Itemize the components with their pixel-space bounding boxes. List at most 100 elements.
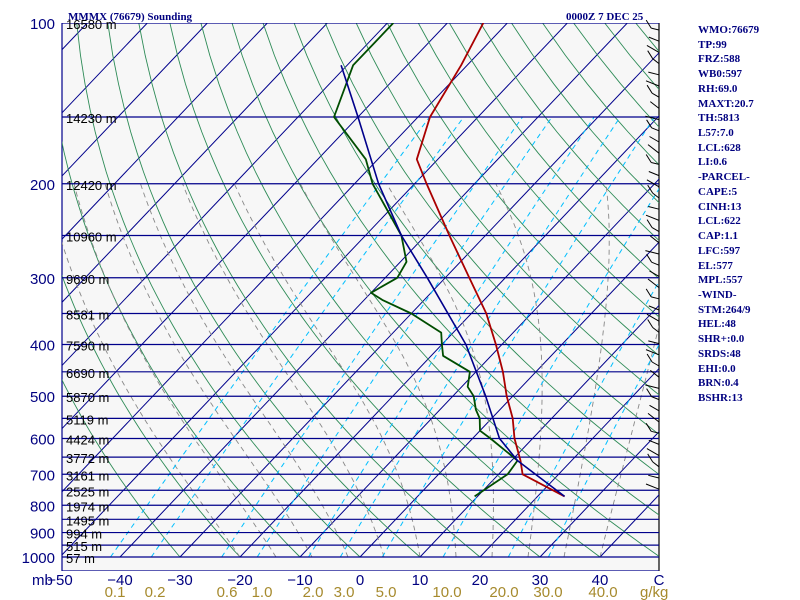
height-label: 3772 m [66, 451, 109, 466]
wind-barb [651, 27, 660, 31]
height-label: 3161 m [66, 468, 109, 483]
wind-barb [651, 296, 660, 300]
pressure-label: 900 [30, 526, 55, 543]
pressure-label: 400 [30, 338, 55, 355]
temp-tick-label: −50 [47, 572, 72, 589]
height-label: 5870 m [66, 390, 109, 405]
mixing-ratio-line [256, 116, 553, 558]
wind-barb [648, 305, 660, 311]
wind-barb [648, 36, 660, 42]
background-grid [0, 23, 659, 571]
mixing-ratio-label: 40.0 [588, 584, 617, 600]
wind-barb [646, 448, 660, 457]
wind-barb [649, 270, 660, 277]
pressure-label: 100 [30, 16, 55, 33]
isotherm-line [62, 23, 448, 430]
isotherm-line [62, 23, 328, 303]
wind-barb [645, 250, 660, 255]
stat-line: TP:99 [698, 38, 727, 51]
temp-tick-label: −10 [287, 572, 312, 589]
wind-barb [649, 404, 660, 412]
height-label: 12420 m [66, 178, 117, 193]
wind-barb [651, 127, 660, 132]
height-label: 10960 m [66, 229, 117, 244]
stat-line: CAP:1.1 [698, 230, 739, 243]
wind-barb-feather [646, 253, 653, 263]
mixing-ratio-label: 0.1 [105, 584, 126, 600]
stat-line: WMO:76679 [698, 24, 760, 36]
mixing-ratio-label: 5.0 [376, 584, 397, 600]
pressure-label: 1000 [22, 550, 55, 567]
wind-barbs [645, 19, 660, 490]
stat-line: HEL:48 [698, 318, 736, 331]
sounding-profiles [333, 23, 566, 498]
stat-line: CINH:13 [698, 200, 742, 213]
isotherm-line [239, 115, 659, 558]
isotherm-line [62, 23, 508, 493]
mixing-ratio-line [221, 116, 523, 558]
wind-barb [651, 430, 660, 434]
height-label: 4424 m [66, 433, 109, 448]
mixing-ratio-label: 20.0 [489, 584, 518, 600]
wind-barb [652, 461, 660, 468]
wind-barb [648, 71, 660, 76]
temp-tick-label: 20 [472, 572, 489, 589]
isotherm-line [299, 178, 659, 558]
wind-barb [645, 483, 660, 490]
height-label: 5119 m [66, 412, 108, 427]
mixing-ratio-label: 2.0 [303, 584, 324, 600]
temp-tick-label: 30 [532, 572, 549, 589]
height-label: 6690 m [66, 366, 109, 381]
stat-line: MPL:557 [698, 274, 743, 287]
stat-line: LFC:597 [698, 244, 741, 257]
wind-barb-feather [645, 154, 652, 163]
wind-barb [646, 313, 660, 322]
dewpoint-line [333, 23, 519, 498]
wind-barb [647, 413, 660, 423]
stat-line: L57:7.0 [698, 127, 734, 140]
wind-barb-feather [646, 219, 653, 228]
mixing-ratio-label: 10.0 [432, 584, 461, 600]
wind-barb [652, 58, 660, 64]
height-label: 7590 m [66, 339, 109, 354]
wind-barb [649, 136, 660, 143]
plot-background [61, 23, 660, 571]
wind-barb-feather [647, 319, 654, 328]
stat-line: EHI:0.0 [698, 362, 736, 375]
parcel-path-line [340, 65, 566, 498]
wind-barb [652, 327, 660, 333]
wind-barb-feather [646, 84, 653, 94]
stat-line: MAXT:20.7 [698, 97, 754, 110]
wind-barb [651, 396, 660, 401]
mixing-ratio-label: 0.2 [145, 584, 166, 600]
stat-line: LCL:628 [698, 141, 741, 154]
isotherm-line [0, 23, 27, 557]
wind-barb-feather [645, 423, 652, 432]
temp-tick-label: −40 [107, 572, 132, 589]
temp-tick-label: 0 [356, 572, 364, 589]
isotherm-line [62, 23, 268, 240]
isotherm-line [62, 23, 568, 556]
wind-barb [645, 115, 660, 121]
wind-barb [651, 162, 660, 165]
isotherm-line [419, 304, 659, 558]
height-label: 14230 m [66, 111, 117, 126]
stat-line: WB0:597 [698, 68, 742, 81]
wind-barb [645, 384, 660, 389]
wind-barb [651, 361, 660, 367]
wind-barb-feather [646, 353, 653, 363]
pressure-label: 600 [30, 432, 55, 449]
stat-line: SHR+:0.0 [698, 333, 745, 346]
isotherm-line [119, 23, 628, 558]
wind-barb-feather [645, 19, 652, 29]
wind-barb-feather [645, 288, 652, 298]
stat-line: BSHR:13 [698, 391, 743, 404]
isotherm-line [479, 367, 659, 558]
wind-barb [645, 80, 660, 87]
mixing-ratio-line [547, 343, 659, 558]
isotherm-line [359, 241, 659, 558]
wind-axis-label: C [654, 572, 665, 589]
stat-line: TH:5813 [698, 112, 740, 125]
